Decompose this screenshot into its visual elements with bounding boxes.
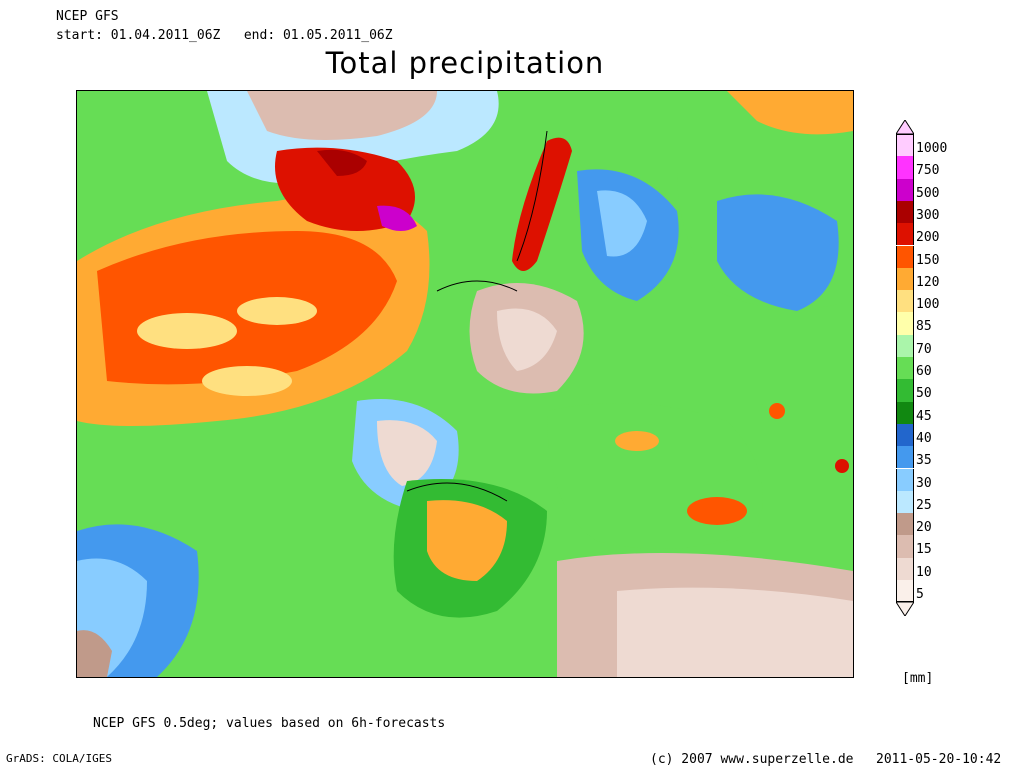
region-greenland-dry (247, 91, 437, 140)
legend-label-200: 200 (916, 230, 940, 246)
legend-swatch-70 (896, 334, 914, 357)
region-scandinavia-light (597, 190, 647, 257)
coastline-lines (406, 130, 548, 502)
legend-label-10: 10 (916, 564, 932, 580)
legend-label-25: 25 (916, 497, 932, 513)
legend-arrow-top (896, 120, 914, 134)
legend-label-70: 70 (916, 341, 932, 357)
legend-swatch-120 (896, 267, 914, 291)
legend-label-100: 100 (916, 297, 940, 313)
region-norway-200 (512, 137, 572, 271)
patch-yellow-1 (137, 313, 237, 349)
legend-arrow-bottom (896, 602, 914, 617)
patch-orange-alps (615, 431, 659, 451)
legend-label-1000: 1000 (916, 141, 948, 156)
legend-swatch-50 (896, 379, 914, 402)
legend-swatch-200 (896, 223, 914, 246)
chart-title: Total precipitation (325, 46, 605, 80)
legend-swatch-15 (896, 535, 914, 558)
model-note: NCEP GFS 0.5deg; values based on 6h-fore… (93, 716, 446, 731)
legend-swatch-10 (896, 557, 914, 580)
legend-swatch-25 (896, 490, 914, 514)
patch-orange-med (687, 497, 747, 525)
region-sw-dry (77, 630, 112, 677)
legend-label-40: 40 (916, 430, 932, 446)
legend-label-60: 60 (916, 364, 932, 379)
legend-swatch-300 (896, 200, 914, 224)
legend-swatch-500 (896, 178, 914, 201)
legend-swatch-45 (896, 401, 914, 424)
grads-credit: GrADS: COLA/IGES (6, 752, 112, 765)
region-central-europe-dryer (497, 308, 557, 371)
legend-label-15: 15 (916, 542, 932, 558)
legend-swatch-60 (896, 357, 914, 380)
region-arctic-orange (727, 91, 853, 135)
precipitation-field (77, 91, 853, 677)
legend-swatch-100 (896, 290, 914, 313)
timestamp: 2011-05-20-10:42 (876, 752, 1002, 767)
legend-label-45: 45 (916, 408, 932, 424)
legend-label-30: 30 (916, 475, 932, 491)
region-russia-blue (717, 194, 839, 311)
legend-label-300: 300 (916, 207, 940, 223)
patch-yellow-3 (202, 366, 292, 396)
legend-label-35: 35 (916, 453, 932, 469)
legend-swatch-750 (896, 156, 914, 179)
legend-swatch-5 (896, 580, 914, 603)
forecast-period: start: 01.04.2011_06Z end: 01.05.2011_06… (56, 28, 393, 43)
region-iceland-500 (377, 205, 417, 231)
legend-swatch-150 (896, 245, 914, 268)
legend-label-20: 20 (916, 520, 932, 536)
legend-label-150: 150 (916, 252, 940, 268)
legend-unit: [mm] (902, 671, 934, 686)
legend-label-750: 750 (916, 163, 940, 179)
legend-swatch-35 (896, 446, 914, 469)
patch-red-east-2 (835, 459, 849, 473)
region-iceland-300 (317, 149, 367, 176)
legend-swatch-30 (896, 468, 914, 491)
region-sahara-drier (617, 587, 853, 677)
legend-label-120: 120 (916, 274, 940, 290)
legend-label-5: 5 (916, 587, 924, 602)
patch-red-east-1 (769, 403, 785, 419)
precipitation-map (76, 90, 854, 678)
legend-label-500: 500 (916, 185, 940, 201)
model-name: NCEP GFS (56, 9, 119, 24)
legend-swatch-1000 (896, 134, 914, 157)
patch-yellow-2 (237, 297, 317, 325)
legend-label-85: 85 (916, 319, 932, 335)
legend-swatch-40 (896, 423, 914, 447)
legend-label-50: 50 (916, 386, 932, 402)
legend-swatch-20 (896, 513, 914, 536)
copyright: (c) 2007 www.superzelle.de (650, 752, 854, 767)
region-iberia-orange (427, 500, 507, 581)
region-biscay-dry (377, 420, 437, 486)
legend-swatch-85 (896, 312, 914, 335)
